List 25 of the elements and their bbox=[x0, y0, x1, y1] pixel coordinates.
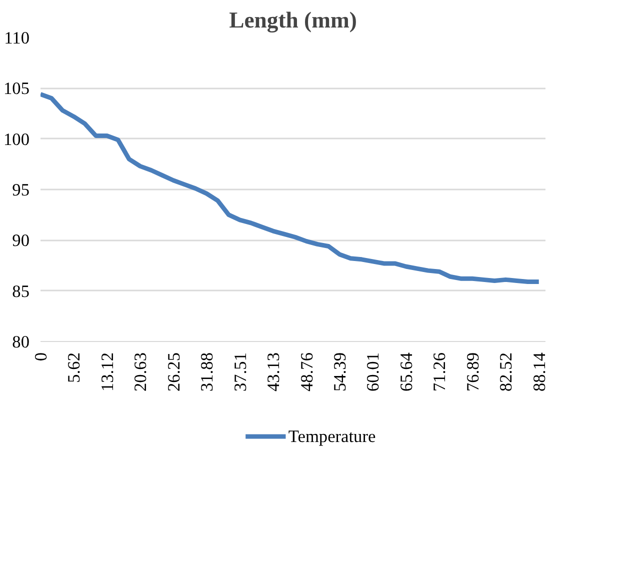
legend-label: Temperature bbox=[288, 427, 376, 446]
x-tick-label: 54.39 bbox=[330, 352, 350, 392]
x-tick-label: 20.63 bbox=[131, 352, 150, 392]
x-tick-label: 37.51 bbox=[230, 352, 250, 392]
y-tick-label: 85 bbox=[12, 282, 30, 301]
y-tick-label: 90 bbox=[12, 231, 30, 250]
x-tick-label: 82.52 bbox=[496, 352, 516, 392]
x-tick-label: 5.62 bbox=[64, 352, 84, 383]
y-tick-label: 80 bbox=[12, 332, 30, 352]
x-tick-label: 71.26 bbox=[430, 352, 450, 392]
y-tick-label: 100 bbox=[4, 130, 30, 149]
x-tick-label: 60.01 bbox=[364, 352, 383, 392]
x-tick-label: 76.89 bbox=[463, 352, 482, 392]
chart-title: Length (mm) bbox=[229, 8, 357, 32]
x-tick-label: 26.25 bbox=[164, 352, 184, 392]
y-tick-label: 105 bbox=[4, 79, 30, 98]
x-tick-label: 65.64 bbox=[396, 352, 416, 392]
y-tick-label: 110 bbox=[4, 28, 30, 48]
x-tick-label: 0 bbox=[32, 352, 50, 362]
x-tick-label: 43.13 bbox=[264, 352, 284, 392]
x-tick-label: 31.88 bbox=[198, 352, 217, 392]
x-tick-label: 88.14 bbox=[530, 352, 549, 392]
x-tick-label: 13.12 bbox=[98, 352, 117, 392]
y-tick-label: 95 bbox=[12, 180, 30, 200]
x-tick-label: 48.76 bbox=[297, 352, 316, 392]
